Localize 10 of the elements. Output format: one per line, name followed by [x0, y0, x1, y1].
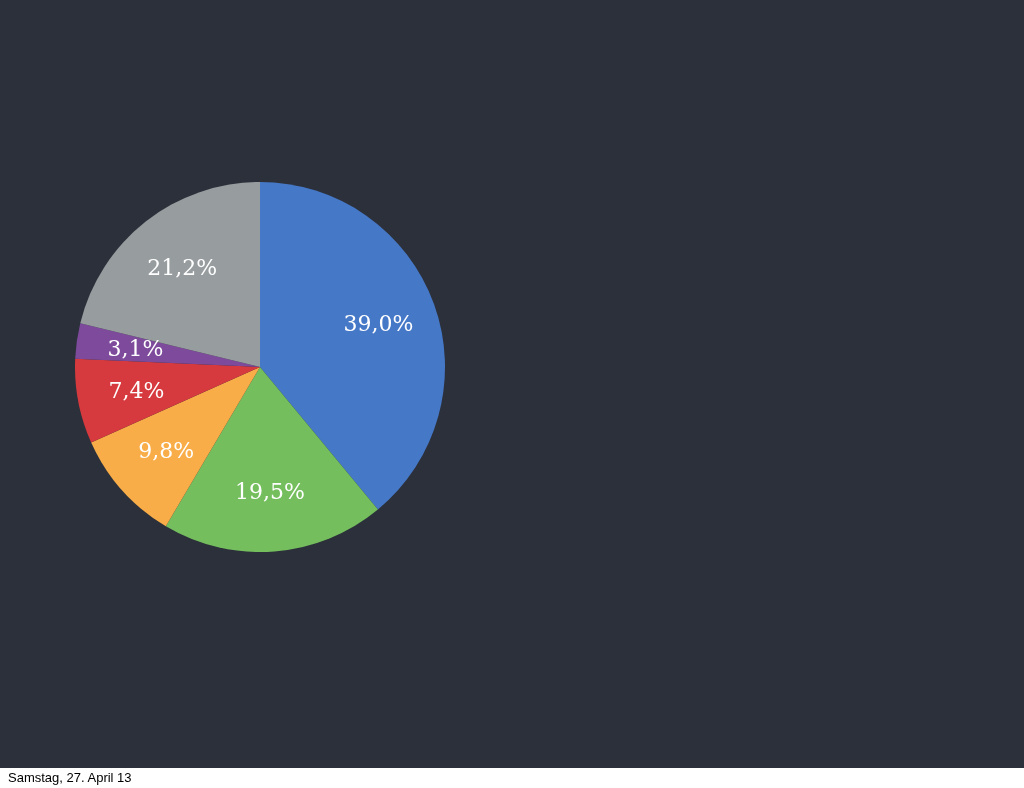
pie-slice	[75, 323, 260, 367]
data-label: 9,8%	[138, 437, 195, 463]
data-label: 39,0%	[343, 311, 414, 337]
data-label: 3,1%	[107, 336, 164, 362]
data-label: 21,2%	[147, 255, 218, 281]
data-label: 19,5%	[234, 479, 305, 505]
text: Samstag, 27. April 13	[8, 770, 132, 785]
pie-slice	[80, 182, 260, 367]
pie-slice	[75, 358, 260, 443]
data-label: 7,4%	[108, 377, 165, 403]
